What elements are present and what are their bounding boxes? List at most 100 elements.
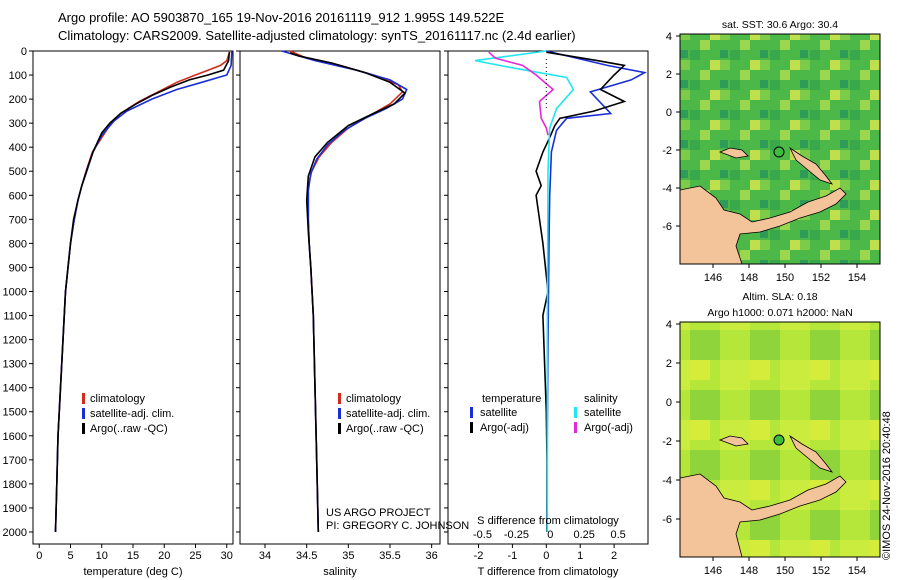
map-lon-label: 154	[848, 272, 866, 284]
y-tick-label: 300	[9, 118, 27, 130]
y-tick-label: 400	[9, 142, 27, 154]
y-tick-label: 1700	[3, 455, 27, 467]
header-line-2: Climatology: CARS2009. Satellite-adjuste…	[58, 28, 576, 43]
sst-map-title: sat. SST: 30.6 Argo: 30.4	[722, 19, 838, 31]
sla-map-title-1: Altim. SLA: 0.18	[742, 291, 817, 303]
legend-label: satellite-adj. clim.	[346, 408, 430, 420]
series-line-salinity-2	[289, 52, 407, 533]
legend-swatch	[82, 423, 85, 434]
header-line-1: Argo profile: AO 5903870_165 19-Nov-2016…	[58, 10, 505, 25]
legend-label: satellite-adj. clim.	[90, 408, 174, 420]
plot-frame-temperature	[32, 50, 234, 545]
x-axis-label-top: S difference from climatology	[477, 515, 619, 527]
sla-map: Altim. SLA: 0.18 Argo h1000: 0.071 h2000…	[679, 291, 881, 558]
legend-swatch	[338, 393, 341, 404]
x-tick-label-salinity: 35	[342, 550, 354, 562]
s-tick-label: -0.25	[504, 529, 529, 541]
x-tick-label-temperature: 5	[67, 550, 73, 562]
series-line-difference-0	[546, 50, 647, 533]
map-lon-label: 150	[776, 565, 794, 577]
x-tick-label-difference: 0	[543, 550, 549, 562]
map-lon-label: 154	[848, 565, 866, 577]
y-tick-label: 1100	[3, 311, 27, 323]
legend-label: Argo(..raw -QC)	[90, 423, 168, 435]
y-tick-label: 100	[9, 70, 27, 82]
legend-header-salinity: salinity	[584, 393, 618, 405]
legend-label: climatology	[90, 393, 146, 405]
series-line-difference-2	[474, 50, 575, 532]
series-line-difference-3	[488, 51, 555, 136]
y-tick-label: 1300	[3, 359, 27, 371]
y-tick-label: 500	[9, 166, 27, 178]
sst-map: sat. SST: 30.6 Argo: 30.4	[679, 19, 881, 265]
map-lat-label: 2	[666, 69, 672, 81]
legend-label: satellite	[584, 407, 621, 419]
map-lat-label: 0	[666, 107, 672, 119]
y-tick-label: 1400	[3, 383, 27, 395]
argo-position-marker-sla	[773, 434, 785, 446]
argo-position-marker	[773, 146, 785, 158]
x-tick-label-temperature: 15	[127, 550, 139, 562]
legend-label: Argo(..raw -QC)	[346, 423, 424, 435]
x-tick-label-difference: 2	[611, 550, 617, 562]
map-lat-label: 2	[666, 358, 672, 370]
annotation-line-1: US ARGO PROJECT	[326, 507, 431, 519]
map-lat-label: -4	[662, 475, 672, 487]
s-tick-label: 0.5	[610, 529, 625, 541]
map-lon-label: 152	[812, 565, 830, 577]
x-tick-label-temperature: 0	[36, 550, 42, 562]
legend-header-temperature: temperature	[482, 393, 541, 405]
y-tick-label: 1000	[3, 286, 27, 298]
map-lon-label: 148	[740, 272, 758, 284]
map-lon-label: 150	[776, 272, 794, 284]
annotation-line-2: PI: GREGORY C. JOHNSON	[326, 520, 469, 532]
legend-swatch	[574, 407, 577, 418]
y-tick-label: 800	[9, 238, 27, 250]
y-tick-label: 2000	[3, 527, 27, 539]
map-lon-label: 148	[740, 565, 758, 577]
x-axis-label-salinity: salinity	[323, 566, 357, 578]
y-tick-label: 200	[9, 94, 27, 106]
x-tick-label-temperature: 30	[221, 550, 233, 562]
y-tick-label: 0	[21, 46, 27, 58]
x-tick-label-difference: -1	[508, 550, 518, 562]
series-line-temperature-2	[54, 52, 231, 533]
map-lat-label: -2	[662, 436, 672, 448]
legend-swatch	[82, 393, 85, 404]
legend-swatch	[82, 408, 85, 419]
legend-label: climatology	[346, 393, 402, 405]
y-tick-label: 1800	[3, 479, 27, 491]
map-lat-label: -6	[662, 514, 672, 526]
legend-swatch	[574, 422, 577, 433]
x-axis-label-temperature: temperature (deg C)	[83, 566, 182, 578]
y-tick-label: 1900	[3, 503, 27, 515]
series-line-difference-1	[535, 51, 627, 532]
map-lat-label: -2	[662, 145, 672, 157]
legend-label: satellite	[480, 407, 517, 419]
legend-swatch	[470, 407, 473, 418]
y-tick-label: 700	[9, 214, 27, 226]
y-tick-label: 1600	[3, 431, 27, 443]
map-lat-label: 4	[666, 31, 672, 43]
x-tick-label-difference: -2	[474, 550, 484, 562]
legend-swatch	[470, 422, 473, 433]
map-lat-label: 0	[666, 397, 672, 409]
legend-swatch	[338, 423, 341, 434]
s-tick-label: -0.5	[473, 529, 492, 541]
plot-frame-salinity	[239, 50, 441, 545]
x-tick-label-salinity: 35.5	[379, 550, 400, 562]
map-lon-label: 146	[704, 565, 722, 577]
map-lon-label: 146	[704, 272, 722, 284]
sla-map-title-2: Argo h1000: 0.071 h2000: NaN	[707, 307, 852, 319]
x-tick-label-salinity: 36	[426, 550, 438, 562]
legend-swatch	[338, 408, 341, 419]
x-tick-label-difference: 1	[577, 550, 583, 562]
map-lon-label: 152	[812, 272, 830, 284]
x-tick-label-salinity: 34.5	[296, 550, 317, 562]
s-tick-label: 0	[547, 529, 553, 541]
y-tick-label: 1200	[3, 335, 27, 347]
x-axis-label-difference: T difference from climatology	[478, 566, 619, 578]
y-tick-label: 1500	[3, 407, 27, 419]
legend-label: Argo(-adj)	[584, 422, 633, 434]
